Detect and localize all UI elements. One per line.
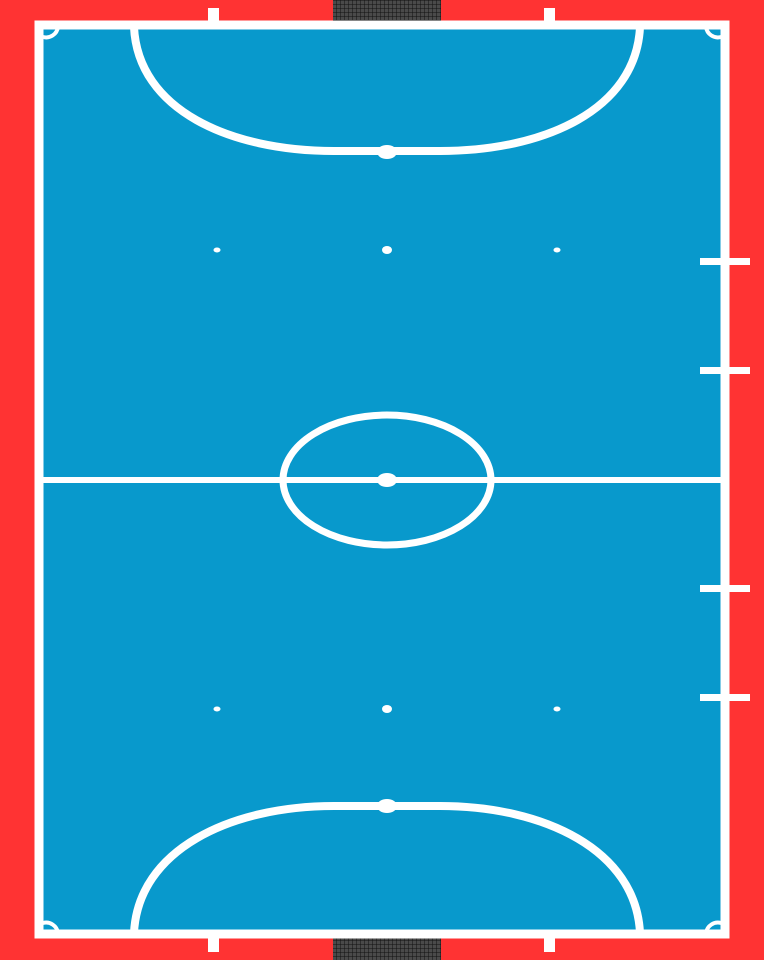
penalty-spot-top (377, 145, 397, 159)
substitution-zone-mark (700, 367, 750, 374)
substitution-zone-mark (700, 694, 750, 701)
second-penalty-spot-bottom (382, 705, 392, 713)
corner-arc (42, 26, 60, 40)
substitution-zone-mark (700, 585, 750, 592)
goal-line-mark (208, 937, 219, 952)
center-circle (279, 411, 495, 549)
corner-arc (704, 920, 722, 934)
center-spot (377, 473, 397, 487)
goal-line-mark (544, 8, 555, 23)
corner-arc (42, 920, 60, 934)
substitution-zone-mark (700, 258, 750, 265)
distance-mark (553, 247, 561, 253)
goal-line-mark (208, 8, 219, 23)
corner-arc (704, 26, 722, 40)
distance-mark (213, 706, 221, 712)
distance-mark (213, 247, 221, 253)
second-penalty-spot-top (382, 246, 392, 254)
penalty-spot-bottom (377, 799, 397, 813)
distance-mark (553, 706, 561, 712)
goal-line-mark (544, 937, 555, 952)
